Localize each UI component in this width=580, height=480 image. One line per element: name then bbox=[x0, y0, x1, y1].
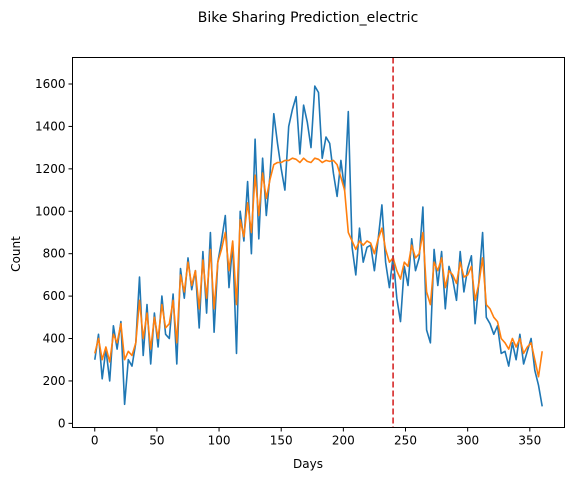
series-line-1 bbox=[94, 157, 543, 378]
x-tick-label: 0 bbox=[91, 434, 99, 448]
y-tick-label: 200 bbox=[43, 374, 66, 388]
x-tick-label: 250 bbox=[394, 434, 417, 448]
x-tick-label: 350 bbox=[518, 434, 541, 448]
x-tick-label: 150 bbox=[270, 434, 293, 448]
x-axis-ticks: 0 50 100 150 200 250 300 350 bbox=[91, 427, 541, 448]
y-tick-label: 800 bbox=[43, 247, 66, 261]
y-tick-label: 1400 bbox=[35, 119, 66, 133]
y-tick-label: 1000 bbox=[35, 204, 66, 218]
x-tick-label: 100 bbox=[208, 434, 231, 448]
y-tick-label: 1200 bbox=[35, 162, 66, 176]
y-tick-label: 1600 bbox=[35, 77, 66, 91]
plot-area bbox=[94, 57, 543, 428]
x-tick-label: 200 bbox=[332, 434, 355, 448]
y-axis-title: Count bbox=[9, 236, 23, 272]
x-tick-label: 300 bbox=[456, 434, 479, 448]
y-tick-label: 0 bbox=[58, 416, 66, 430]
y-tick-label: 600 bbox=[43, 289, 66, 303]
chart-title: Bike Sharing Prediction_electric bbox=[198, 10, 419, 26]
x-axis-title: Days bbox=[293, 457, 323, 471]
plot-frame bbox=[72, 57, 565, 428]
y-tick-label: 400 bbox=[43, 332, 66, 346]
y-axis-ticks: 0 200 400 600 800 1000 1200 1400 1600 bbox=[35, 77, 73, 430]
x-tick-label: 50 bbox=[149, 434, 164, 448]
series-line-0 bbox=[94, 85, 543, 407]
